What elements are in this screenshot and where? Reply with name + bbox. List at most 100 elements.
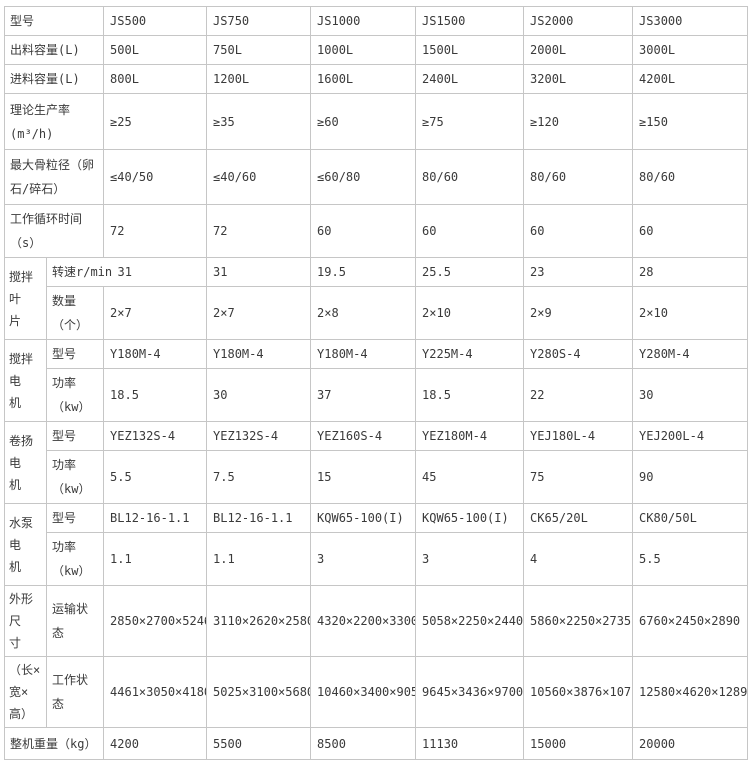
model-header-cell: JS1000 [310, 6, 417, 36]
group-cell: 卷扬电 机 [4, 421, 47, 504]
value-cell: ≥25 [103, 93, 208, 150]
sublabel-cell: 转速r/min [45, 257, 112, 287]
value-cell: YEJ180L-4 [523, 421, 634, 451]
value-cell: 72 [103, 204, 208, 258]
label-cell: 型号 [3, 6, 105, 36]
value-cell: 1200L [206, 64, 312, 94]
value-cell: 2400L [415, 64, 525, 94]
value-cell: 5025×3100×5680 [206, 656, 312, 728]
value-cell: 3110×2620×2580 [206, 585, 312, 657]
table-row: 进料容量(L) 800L 1200L 1600L 2400L 3200L 4200L [3, 64, 749, 94]
table-row: （长× 宽× 高） 工作状态 4461×3050×4180 5025×3100×568… [4, 656, 749, 728]
value-cell: 5860×2250×2735 [523, 585, 634, 657]
value-cell: KQW65-100(I) [415, 503, 525, 533]
value-cell: 2×10 [415, 286, 525, 340]
value-cell: Y180M-4 [206, 339, 312, 369]
value-cell: 9645×3436×9700 [415, 656, 525, 728]
value-cell: 31 [206, 257, 312, 287]
value-cell: 60 [632, 204, 749, 258]
value-cell: YEZ132S-4 [206, 421, 312, 451]
value-cell: 2×8 [310, 286, 417, 340]
value-cell: 4320×2200×3300 [310, 585, 417, 657]
value-cell: Y180M-4 [310, 339, 417, 369]
table-row: 功率 （kw） 1.1 1.1 3 3 4 5.5 [5, 532, 749, 586]
value-cell: 3 [415, 532, 525, 586]
table-row: 工作循环时间 （s） 72 72 60 60 60 60 [3, 204, 749, 258]
label-cell: 工作循环时间 （s） [3, 204, 105, 258]
value-cell: YEZ160S-4 [310, 421, 417, 451]
value-cell: 90 [632, 450, 749, 504]
value-cell: 7.5 [206, 450, 312, 504]
value-cell: 11130 [415, 727, 525, 760]
value-cell: 60 [415, 204, 525, 258]
value-cell: 3000L [632, 35, 749, 65]
value-cell: YEJ200L-4 [632, 421, 749, 451]
sublabel-cell: 数量 （个） [45, 286, 105, 340]
table-row: 搅拌电 机型号 Y180M-4 Y180M-4 Y180M-4 Y225M-4 Y280S… [4, 339, 749, 422]
value-cell: 22 [523, 368, 634, 422]
value-cell: 10560×3876×10710 [523, 656, 634, 728]
table-row: 出料容量(L) 500L 750L 1000L 1500L 2000L 3000L [3, 35, 749, 65]
value-cell: BL12-16-1.1 [103, 503, 208, 533]
value-cell: 5500 [206, 727, 312, 760]
value-cell: Y280M-4 [632, 339, 749, 369]
sublabel-cell: 运输状态 [45, 585, 105, 657]
model-header-cell: JS500 [103, 6, 208, 36]
table-row: 最大骨粒径（卵 石/碎石） ≤40/50 ≤40/60 ≤60/80 80/60 80/6… [3, 149, 749, 205]
value-cell: 18.5 [103, 368, 208, 422]
value-cell: BL12-16-1.1 [206, 503, 312, 533]
value-cell: 4200L [632, 64, 749, 94]
value-cell: 5.5 [632, 532, 749, 586]
sublabel-cell: 型号 [45, 339, 105, 369]
value-cell: 80/60 [523, 149, 634, 205]
value-cell: 2×7 [206, 286, 312, 340]
value-cell: 37 [310, 368, 417, 422]
spec-table-body: 型号 JS500 JS750 JS1000 JS1500 JS2000 JS3000 出料容量… [3, 6, 749, 760]
table-row: 型号 JS500 JS750 JS1000 JS1500 JS2000 JS3000 [3, 6, 749, 36]
value-cell: 72 [206, 204, 312, 258]
value-cell: 60 [310, 204, 417, 258]
group-cell: 搅拌电 机 [4, 339, 47, 422]
value-cell: ≤60/80 [310, 149, 417, 205]
value-cell: CK65/20L [523, 503, 634, 533]
table-row: 卷扬电 机型号 YEZ132S-4 YEZ132S-4 YEZ160S-4 YEZ180… [4, 421, 749, 504]
table-row: 理论生产率 (m³/h) ≥25 ≥35 ≥60 ≥75 ≥120 ≥150 [3, 93, 749, 150]
value-cell: ≥150 [632, 93, 749, 150]
value-cell: 75 [523, 450, 634, 504]
table-row: 功率 （kw） 5.5 7.5 15 45 75 90 [5, 450, 749, 504]
sublabel-cell: 功率 （kw） [45, 368, 105, 422]
sublabel-cell: 功率 （kw） [45, 450, 105, 504]
value-cell: 60 [523, 204, 634, 258]
value-cell: 1.1 [103, 532, 208, 586]
value-cell: 30 [206, 368, 312, 422]
value-cell: 80/60 [415, 149, 525, 205]
value-cell: 500L [103, 35, 208, 65]
value-cell: 1600L [310, 64, 417, 94]
value-cell: 30 [632, 368, 749, 422]
group-cell: 水泵电 机 [4, 503, 47, 586]
label-cell: 理论生产率 (m³/h) [3, 93, 105, 150]
value-cell: 4461×3050×4180 [103, 656, 208, 728]
value-cell: 8500 [310, 727, 417, 760]
value-cell: ≥35 [206, 93, 312, 150]
value-cell: Y280S-4 [523, 339, 634, 369]
value-cell: 15 [310, 450, 417, 504]
model-header-cell: JS3000 [632, 6, 749, 36]
value-cell: 2×9 [523, 286, 634, 340]
value-cell: ≥75 [415, 93, 525, 150]
model-header-cell: JS750 [206, 6, 312, 36]
value-cell: 12580×4620×12890 [632, 656, 749, 728]
value-cell: 3 [310, 532, 417, 586]
value-cell: 19.5 [310, 257, 417, 287]
table-row: 整机重量（kg） 4200 5500 8500 11130 15000 20000 [3, 727, 749, 760]
value-cell: 3200L [523, 64, 634, 94]
table-row: 外形尺 寸运输状态 2850×2700×5246 3110×2620×2580 432… [4, 585, 749, 657]
label-cell: 最大骨粒径（卵 石/碎石） [3, 149, 105, 205]
value-cell: 23 [523, 257, 634, 287]
value-cell: 2850×2700×5246 [103, 585, 208, 657]
label-cell: 进料容量(L) [3, 64, 105, 94]
group-cell: 外形尺 寸 [4, 585, 47, 657]
sublabel-cell: 功率 （kw） [45, 532, 105, 586]
value-cell: ≥60 [310, 93, 417, 150]
value-cell: 800L [103, 64, 208, 94]
